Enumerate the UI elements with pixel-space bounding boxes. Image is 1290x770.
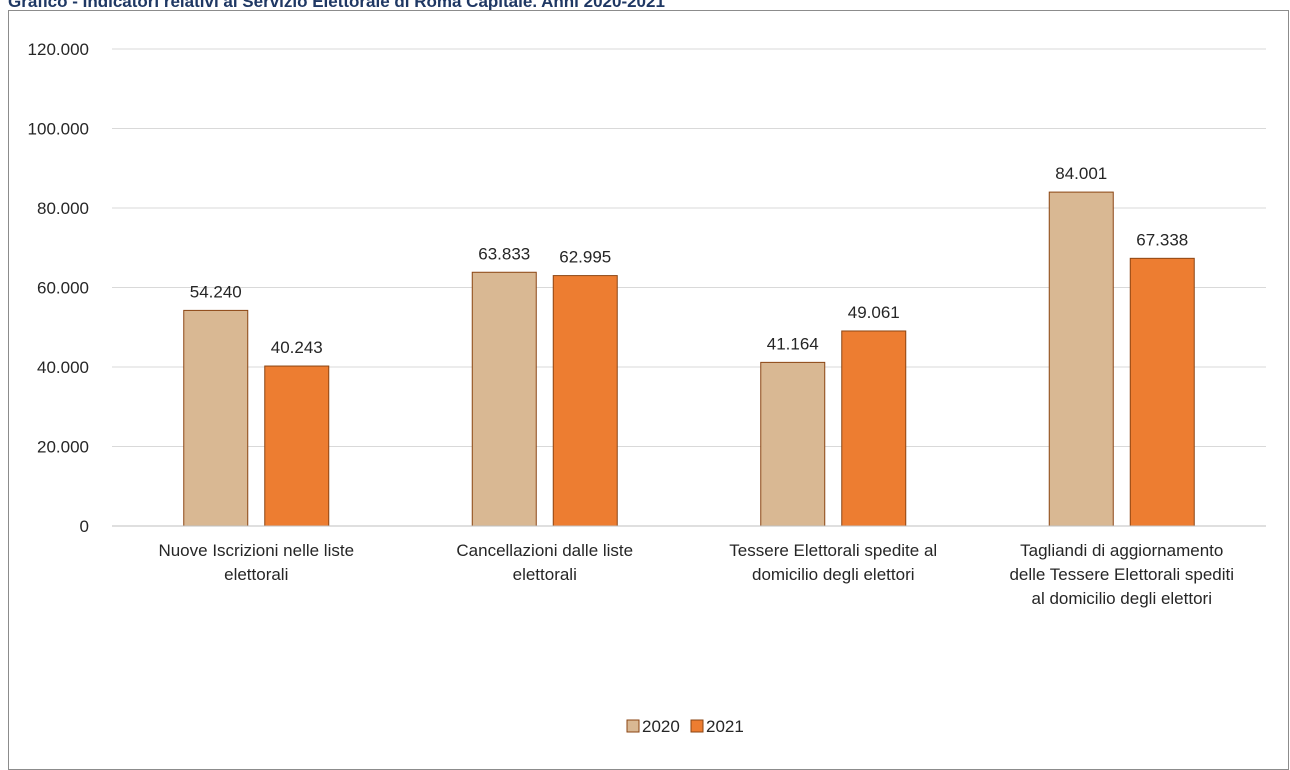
category-label-line: Tagliandi di aggiornamento [1020,541,1223,560]
bar-2021-1[interactable] [264,365,330,527]
data-label-2021-2: 62.995 [559,248,611,267]
category-label-line: al domicilio degli elettori [1032,589,1212,608]
category-label-4: Tagliandi di aggiornamento delle Tessere … [1009,541,1234,608]
data-label-2021-3: 49.061 [848,303,900,322]
bar-chart: 020.00040.00060.00080.000100.000120.000 … [28,40,1266,736]
category-label-3: Tessere Elettorali spedite al domicilio d… [729,541,937,584]
chart-frame: 0 20.000 40.000 60.000 80.000 100.000 120.000 … [8,10,1289,770]
category-label-line: Cancellazioni dalle liste [456,541,633,560]
y-tick-label: 120.000 [28,40,89,59]
y-tick-label: 40.000 [37,358,89,377]
category-label-line: delle Tessere Elettorali spediti [1009,565,1234,584]
y-axis-tick-labels: 0 20.000 40.000 60.000 80.000 100.000 120.000 [28,40,89,536]
bar-2020-2[interactable] [471,271,537,527]
bar-2021-4[interactable] [1129,257,1195,527]
y-tick-label: 80.000 [37,199,89,218]
bars [183,191,1195,527]
y-tick-label: 20.000 [37,438,89,457]
legend-label-2021[interactable]: 2021 [706,717,744,736]
data-label-2021-1: 40.243 [271,338,323,357]
bar-2021-3[interactable] [841,330,907,527]
data-label-2020-3: 41.164 [767,334,819,353]
bar-2020-1[interactable] [183,309,249,527]
legend[interactable]: 2020 2021 [626,717,744,736]
category-label-1: Nuove Iscrizioni nelle liste elettorali [158,541,354,584]
legend-swatch-2021[interactable] [690,719,704,733]
data-label-2021-4: 67.338 [1136,230,1188,249]
category-label-line: Nuove Iscrizioni nelle liste [158,541,354,560]
category-label-2: Cancellazioni dalle liste elettorali [456,541,633,584]
data-label-2020-1: 54.240 [190,282,242,301]
page-title: Grafico - Indicatori relativi al Servizi… [8,0,665,11]
category-label-line: domicilio degli elettori [752,565,915,584]
category-labels: Nuove Iscrizioni nelle liste elettoraliCa… [158,541,1234,608]
bar-2020-4[interactable] [1048,191,1114,527]
category-label-line: Tessere Elettorali spedite al [729,541,937,560]
y-tick-label: 0 [80,517,89,536]
y-tick-label: 100.000 [28,120,89,139]
legend-label-2020[interactable]: 2020 [642,717,680,736]
bar-2020-3[interactable] [760,361,826,527]
category-label-line: elettorali [513,565,577,584]
y-tick-label: 60.000 [37,279,89,298]
bar-2021-2[interactable] [552,275,618,527]
category-label-line: elettorali [224,565,288,584]
data-label-2020-2: 63.833 [478,244,530,263]
data-labels: 54.240 40.243 63.833 62.995 41.164 49.061 84.0… [190,164,1189,357]
data-label-2020-4: 84.001 [1055,164,1107,183]
legend-swatch-2020[interactable] [626,719,640,733]
